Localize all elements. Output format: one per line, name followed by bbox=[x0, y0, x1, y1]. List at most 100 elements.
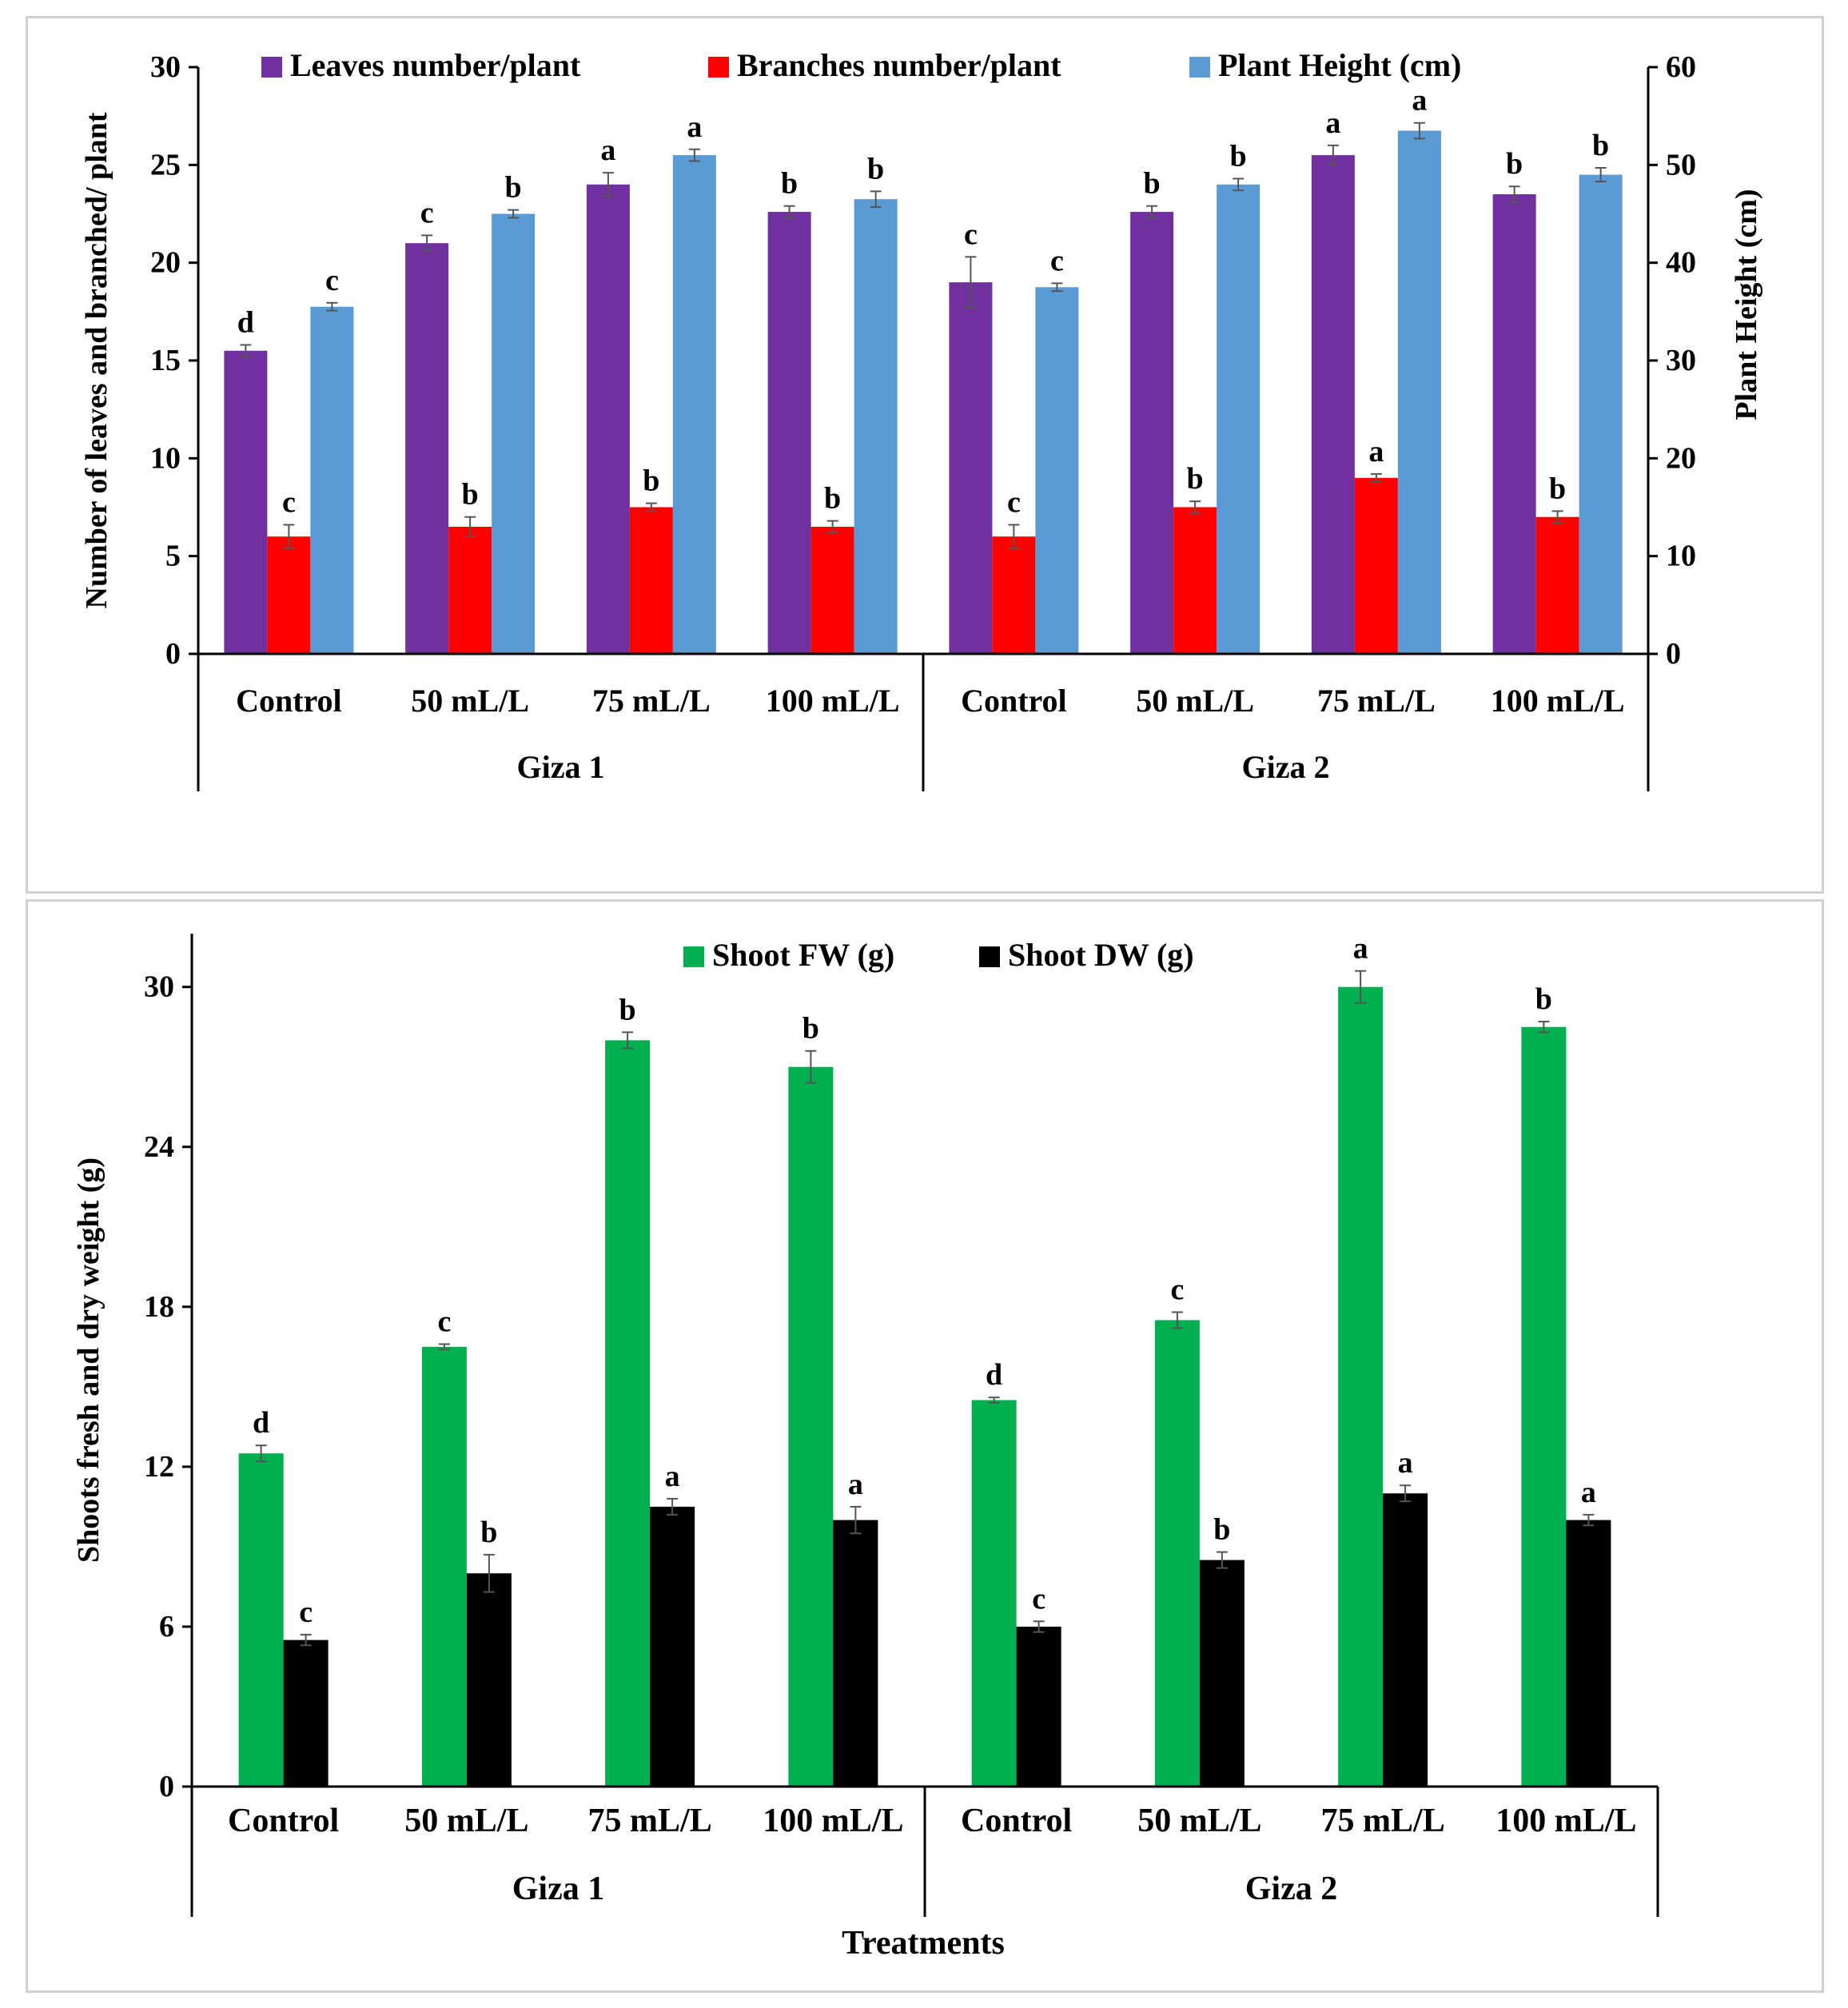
group-label-giza-2: Giza 2 bbox=[1245, 1871, 1337, 1907]
bar-shoot-fw-g-5 bbox=[1154, 1320, 1200, 1787]
group-label-giza-1: Giza 1 bbox=[512, 1871, 604, 1907]
y-tick-label-3: 15 bbox=[150, 344, 181, 377]
significance-letter-shoot-dw-g-1: b bbox=[480, 1516, 497, 1549]
bar-shoot-dw-g-6 bbox=[1383, 1493, 1428, 1787]
y2-tick-label-0: 0 bbox=[1666, 637, 1681, 671]
bar-branches-number-plant-6 bbox=[1354, 477, 1398, 654]
bar-plant-height-cm-5 bbox=[1217, 184, 1261, 655]
y-tick-label-0: 0 bbox=[165, 637, 181, 671]
bar-leaves-number-plant-6 bbox=[1311, 155, 1355, 655]
bar-branches-number-plant-7 bbox=[1535, 516, 1579, 654]
significance-letter-branches-number-plant-3: b bbox=[824, 482, 841, 516]
y-tick-label-0: 0 bbox=[159, 1770, 174, 1803]
bar-branches-number-plant-1 bbox=[448, 526, 492, 654]
significance-letter-plant-height-cm-2: a bbox=[687, 110, 702, 144]
legend-label-branches-number-plant: Branches number/plant bbox=[737, 47, 1061, 83]
legend-label-plant-height-cm: Plant Height (cm) bbox=[1218, 47, 1461, 83]
bar-branches-number-plant-3 bbox=[810, 526, 854, 654]
bar-shoot-dw-g-1 bbox=[466, 1573, 512, 1787]
significance-letter-branches-number-plant-6: a bbox=[1368, 435, 1384, 468]
significance-letter-plant-height-cm-1: b bbox=[505, 171, 522, 205]
bar-plant-height-cm-0 bbox=[310, 306, 354, 654]
bar-shoot-dw-g-7 bbox=[1566, 1520, 1611, 1787]
bar-plant-height-cm-4 bbox=[1035, 287, 1079, 654]
significance-letter-shoot-fw-g-5: c bbox=[1170, 1273, 1184, 1306]
significance-letter-plant-height-cm-4: c bbox=[1050, 244, 1064, 277]
y-tick-label-3: 18 bbox=[144, 1290, 174, 1324]
category-label-giza-2-75-ml-l: 75 mL/L bbox=[1321, 1803, 1445, 1839]
bar-shoot-dw-g-0 bbox=[283, 1639, 329, 1787]
y-tick-label-6: 30 bbox=[150, 50, 181, 84]
significance-letter-shoot-dw-g-0: c bbox=[299, 1596, 313, 1629]
category-label-giza-1-100-ml-l: 100 mL/L bbox=[766, 683, 900, 719]
category-label-giza-1-control: Control bbox=[228, 1803, 339, 1839]
bar-plant-height-cm-1 bbox=[492, 213, 536, 654]
y-tick-label-1: 5 bbox=[165, 540, 181, 573]
significance-letter-leaves-number-plant-5: b bbox=[1144, 167, 1161, 201]
significance-letter-plant-height-cm-7: b bbox=[1592, 129, 1609, 162]
category-label-giza-1-50-ml-l: 50 mL/L bbox=[404, 1803, 528, 1839]
significance-letter-branches-number-plant-7: b bbox=[1549, 472, 1566, 505]
bar-shoot-fw-g-3 bbox=[788, 1066, 834, 1787]
bar-shoot-dw-g-3 bbox=[833, 1520, 878, 1787]
bar-shoot-fw-g-0 bbox=[238, 1453, 284, 1787]
significance-letter-leaves-number-plant-0: d bbox=[237, 305, 254, 339]
bar-branches-number-plant-2 bbox=[629, 507, 673, 654]
significance-letter-shoot-dw-g-6: a bbox=[1398, 1446, 1413, 1480]
significance-letter-plant-height-cm-0: c bbox=[325, 264, 339, 297]
legend-swatch-shoot-dw-g bbox=[979, 946, 1000, 967]
significance-letter-shoot-fw-g-0: d bbox=[253, 1406, 269, 1440]
category-label-giza-1-100-ml-l: 100 mL/L bbox=[763, 1803, 903, 1839]
y2-tick-label-6: 60 bbox=[1666, 50, 1696, 84]
y-tick-label-5: 30 bbox=[144, 970, 174, 1004]
legend-label-shoot-dw-g: Shoot DW (g) bbox=[1008, 937, 1194, 973]
leaves-branches-height-chart: d c a b c b a b c b b b c b a b c b a b c b a b 0 5 10 15 20 25 30 0 10 2… bbox=[80, 47, 1763, 791]
y-tick-label-2: 12 bbox=[144, 1450, 174, 1484]
significance-letter-plant-height-cm-5: b bbox=[1230, 139, 1247, 173]
category-label-giza-2-control: Control bbox=[961, 683, 1067, 719]
shoot-weight-chart: d c b b d c a b c b a a c b a a 0 6 12 18 24 30 Control 50 mL/L… bbox=[72, 932, 1659, 1962]
significance-letter-shoot-dw-g-7: a bbox=[1581, 1476, 1596, 1509]
bar-shoot-dw-g-5 bbox=[1199, 1560, 1245, 1787]
category-label-giza-2-50-ml-l: 50 mL/L bbox=[1136, 683, 1254, 719]
y2-tick-label-5: 50 bbox=[1666, 148, 1696, 181]
category-label-giza-2-75-ml-l: 75 mL/L bbox=[1317, 683, 1436, 719]
bar-branches-number-plant-5 bbox=[1173, 507, 1217, 654]
bar-shoot-fw-g-7 bbox=[1521, 1026, 1567, 1787]
category-label-giza-2-100-ml-l: 100 mL/L bbox=[1496, 1803, 1636, 1839]
bar-plant-height-cm-6 bbox=[1397, 130, 1441, 654]
significance-letter-leaves-number-plant-2: a bbox=[600, 133, 615, 167]
y2-axis-title: Plant Height (cm) bbox=[1730, 189, 1763, 420]
bar-shoot-dw-g-4 bbox=[1016, 1626, 1061, 1787]
y-axis-title: Shoots fresh and dry weight (g) bbox=[72, 1157, 106, 1563]
significance-letter-leaves-number-plant-4: c bbox=[964, 217, 978, 251]
significance-letter-leaves-number-plant-1: c bbox=[420, 196, 434, 229]
y-tick-label-2: 10 bbox=[150, 441, 181, 475]
significance-letter-branches-number-plant-4: c bbox=[1007, 486, 1021, 520]
significance-letter-shoot-fw-g-1: c bbox=[437, 1305, 451, 1338]
legend-label-leaves-number-plant: Leaves number/plant bbox=[290, 47, 581, 83]
bar-plant-height-cm-3 bbox=[854, 199, 898, 654]
legend-swatch-shoot-fw-g bbox=[683, 946, 704, 967]
bar-plant-height-cm-2 bbox=[672, 155, 716, 655]
bar-leaves-number-plant-3 bbox=[767, 212, 811, 654]
category-label-giza-1-75-ml-l: 75 mL/L bbox=[592, 683, 711, 719]
significance-letter-shoot-fw-g-7: b bbox=[1535, 982, 1552, 1016]
bar-shoot-fw-g-4 bbox=[971, 1400, 1017, 1787]
significance-letter-shoot-dw-g-5: b bbox=[1213, 1513, 1230, 1547]
category-label-giza-1-50-ml-l: 50 mL/L bbox=[411, 683, 529, 719]
category-label-giza-1-75-ml-l: 75 mL/L bbox=[588, 1803, 712, 1839]
significance-letter-leaves-number-plant-7: b bbox=[1506, 147, 1523, 181]
significance-letter-leaves-number-plant-3: b bbox=[781, 167, 798, 201]
y-tick-label-4: 24 bbox=[144, 1130, 174, 1164]
top-chart-panel: d c a b c b a b c b b b c b a b c b a b c b a b 0 5 10 15 20 25 30 0 10 2… bbox=[26, 16, 1824, 894]
significance-letter-plant-height-cm-6: a bbox=[1412, 84, 1427, 118]
category-label-giza-2-control: Control bbox=[961, 1803, 1072, 1839]
significance-letter-branches-number-plant-0: c bbox=[282, 486, 296, 520]
significance-letter-shoot-dw-g-2: a bbox=[665, 1460, 680, 1493]
significance-letter-plant-height-cm-3: b bbox=[867, 152, 884, 185]
significance-letter-shoot-dw-g-4: c bbox=[1032, 1582, 1045, 1616]
significance-letter-branches-number-plant-5: b bbox=[1187, 462, 1204, 496]
y2-tick-label-1: 10 bbox=[1666, 540, 1696, 573]
group-label-giza-2: Giza 2 bbox=[1242, 749, 1330, 785]
